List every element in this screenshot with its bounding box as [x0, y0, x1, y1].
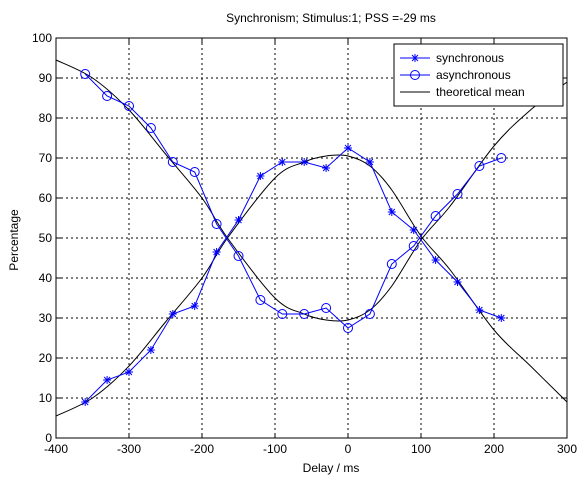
synchronous-point [212, 248, 221, 256]
theoretical-curves [55, 59, 568, 417]
asynchronous-point [167, 157, 178, 167]
synchronous-point [168, 310, 177, 318]
asynchronous-point [211, 219, 222, 229]
asynchronous-point [386, 259, 397, 269]
asynchronous-point [145, 123, 156, 133]
legend-label-asynchronous: asynchronous [436, 68, 511, 82]
asynchronous-point [430, 211, 441, 221]
axis-ticks: -400 -300 -200 -100 0 100 200 300 0 10 20 30 40 50 60 7… [32, 31, 577, 456]
x-tick-label: 300 [557, 442, 577, 456]
synchronous-point [409, 226, 418, 234]
star-stroke [257, 172, 264, 180]
series-synchronous [81, 144, 506, 406]
asynchronous-point [408, 241, 419, 251]
x-tick-label: 100 [411, 442, 431, 456]
star-stroke [125, 368, 133, 376]
y-tick-label: 10 [39, 391, 53, 405]
synchronous-point [497, 314, 506, 322]
star-stroke [476, 306, 483, 314]
asynchronous-line [84, 73, 502, 329]
star-stroke [81, 398, 89, 406]
synchronous-point [322, 164, 331, 172]
asynchronous-point [321, 303, 332, 313]
star-stroke [213, 248, 220, 256]
legend-label-synchronous: synchronous [436, 51, 504, 65]
asynchronous-point [255, 295, 266, 305]
star-stroke [454, 278, 461, 286]
asynchronous-point [124, 101, 134, 111]
legend: synchronous asynchronous theoretical mean [393, 43, 564, 107]
asynchronous-point [496, 153, 507, 163]
legend-marker-asynchronous [410, 70, 420, 80]
asynchronous-point [452, 189, 463, 199]
synchronous-point [125, 368, 133, 376]
y-tick-label: 20 [39, 351, 53, 365]
y-tick-label: 40 [39, 271, 53, 285]
star-stroke [432, 256, 439, 264]
asynchronous-point [474, 161, 485, 171]
star-stroke [103, 376, 111, 384]
star-stroke [322, 164, 330, 172]
series-asynchronous [80, 69, 507, 333]
legend-marker-synchronous [411, 54, 419, 62]
star-stroke [497, 314, 505, 322]
star-stroke [410, 226, 418, 234]
theoretical-mean-curve-1 [55, 59, 568, 322]
star-stroke [300, 158, 308, 166]
synchronous-point [344, 144, 352, 152]
star-stroke [344, 144, 352, 152]
y-tick-label: 80 [39, 111, 53, 125]
synchronous-point [81, 398, 90, 406]
x-tick-label: -400 [44, 442, 68, 456]
x-tick-label: -200 [190, 442, 214, 456]
asynchronous-point [233, 251, 244, 261]
y-axis-label: Percentage [7, 209, 21, 271]
legend-label-theoretical mean: theoretical mean [436, 85, 525, 99]
chart-title: Synchronism; Stimulus:1; PSS =-29 ms [226, 11, 436, 25]
synchronous-point [256, 172, 265, 180]
star-stroke [366, 158, 374, 166]
y-tick-label: 0 [45, 431, 52, 445]
star-stroke [278, 158, 286, 166]
star-stroke [191, 302, 199, 310]
star-stroke [411, 54, 419, 62]
y-tick-label: 100 [32, 31, 52, 45]
synchronous-point [103, 376, 112, 384]
synchronous-point [146, 346, 155, 354]
star-stroke [169, 310, 177, 318]
theoretical-mean-curve-2 [55, 154, 568, 417]
synchronous-point [278, 158, 287, 166]
x-tick-label: 0 [345, 442, 352, 456]
star-stroke [147, 346, 155, 354]
x-tick-label: 200 [484, 442, 504, 456]
synchronous-point [234, 216, 243, 224]
x-tick-label: -100 [263, 442, 287, 456]
asynchronous-point [364, 309, 375, 319]
asynchronous-point [189, 167, 200, 177]
y-tick-label: 30 [39, 311, 53, 325]
synchronous-point [475, 306, 484, 314]
x-tick-label: -300 [117, 442, 141, 456]
y-tick-label: 70 [39, 151, 53, 165]
x-axis-label: Delay / ms [303, 461, 360, 475]
y-tick-label: 50 [39, 231, 53, 245]
synchronous-point [190, 302, 199, 310]
star-stroke [388, 208, 396, 216]
synchronous-point [300, 158, 309, 166]
synchronous-point [387, 208, 396, 216]
data-series [80, 69, 507, 406]
synchronous-point [431, 256, 440, 264]
asynchronous-point [80, 69, 91, 79]
asynchronous-point [102, 91, 113, 101]
synchronous-point [453, 278, 462, 286]
asynchronous-point [299, 309, 310, 319]
star-stroke [235, 216, 242, 224]
y-tick-label: 90 [39, 71, 53, 85]
asynchronous-point [277, 309, 288, 319]
synchronous-point [365, 158, 374, 166]
asynchronous-point [343, 323, 353, 333]
synchronous-line [84, 147, 502, 403]
y-tick-label: 60 [39, 191, 53, 205]
